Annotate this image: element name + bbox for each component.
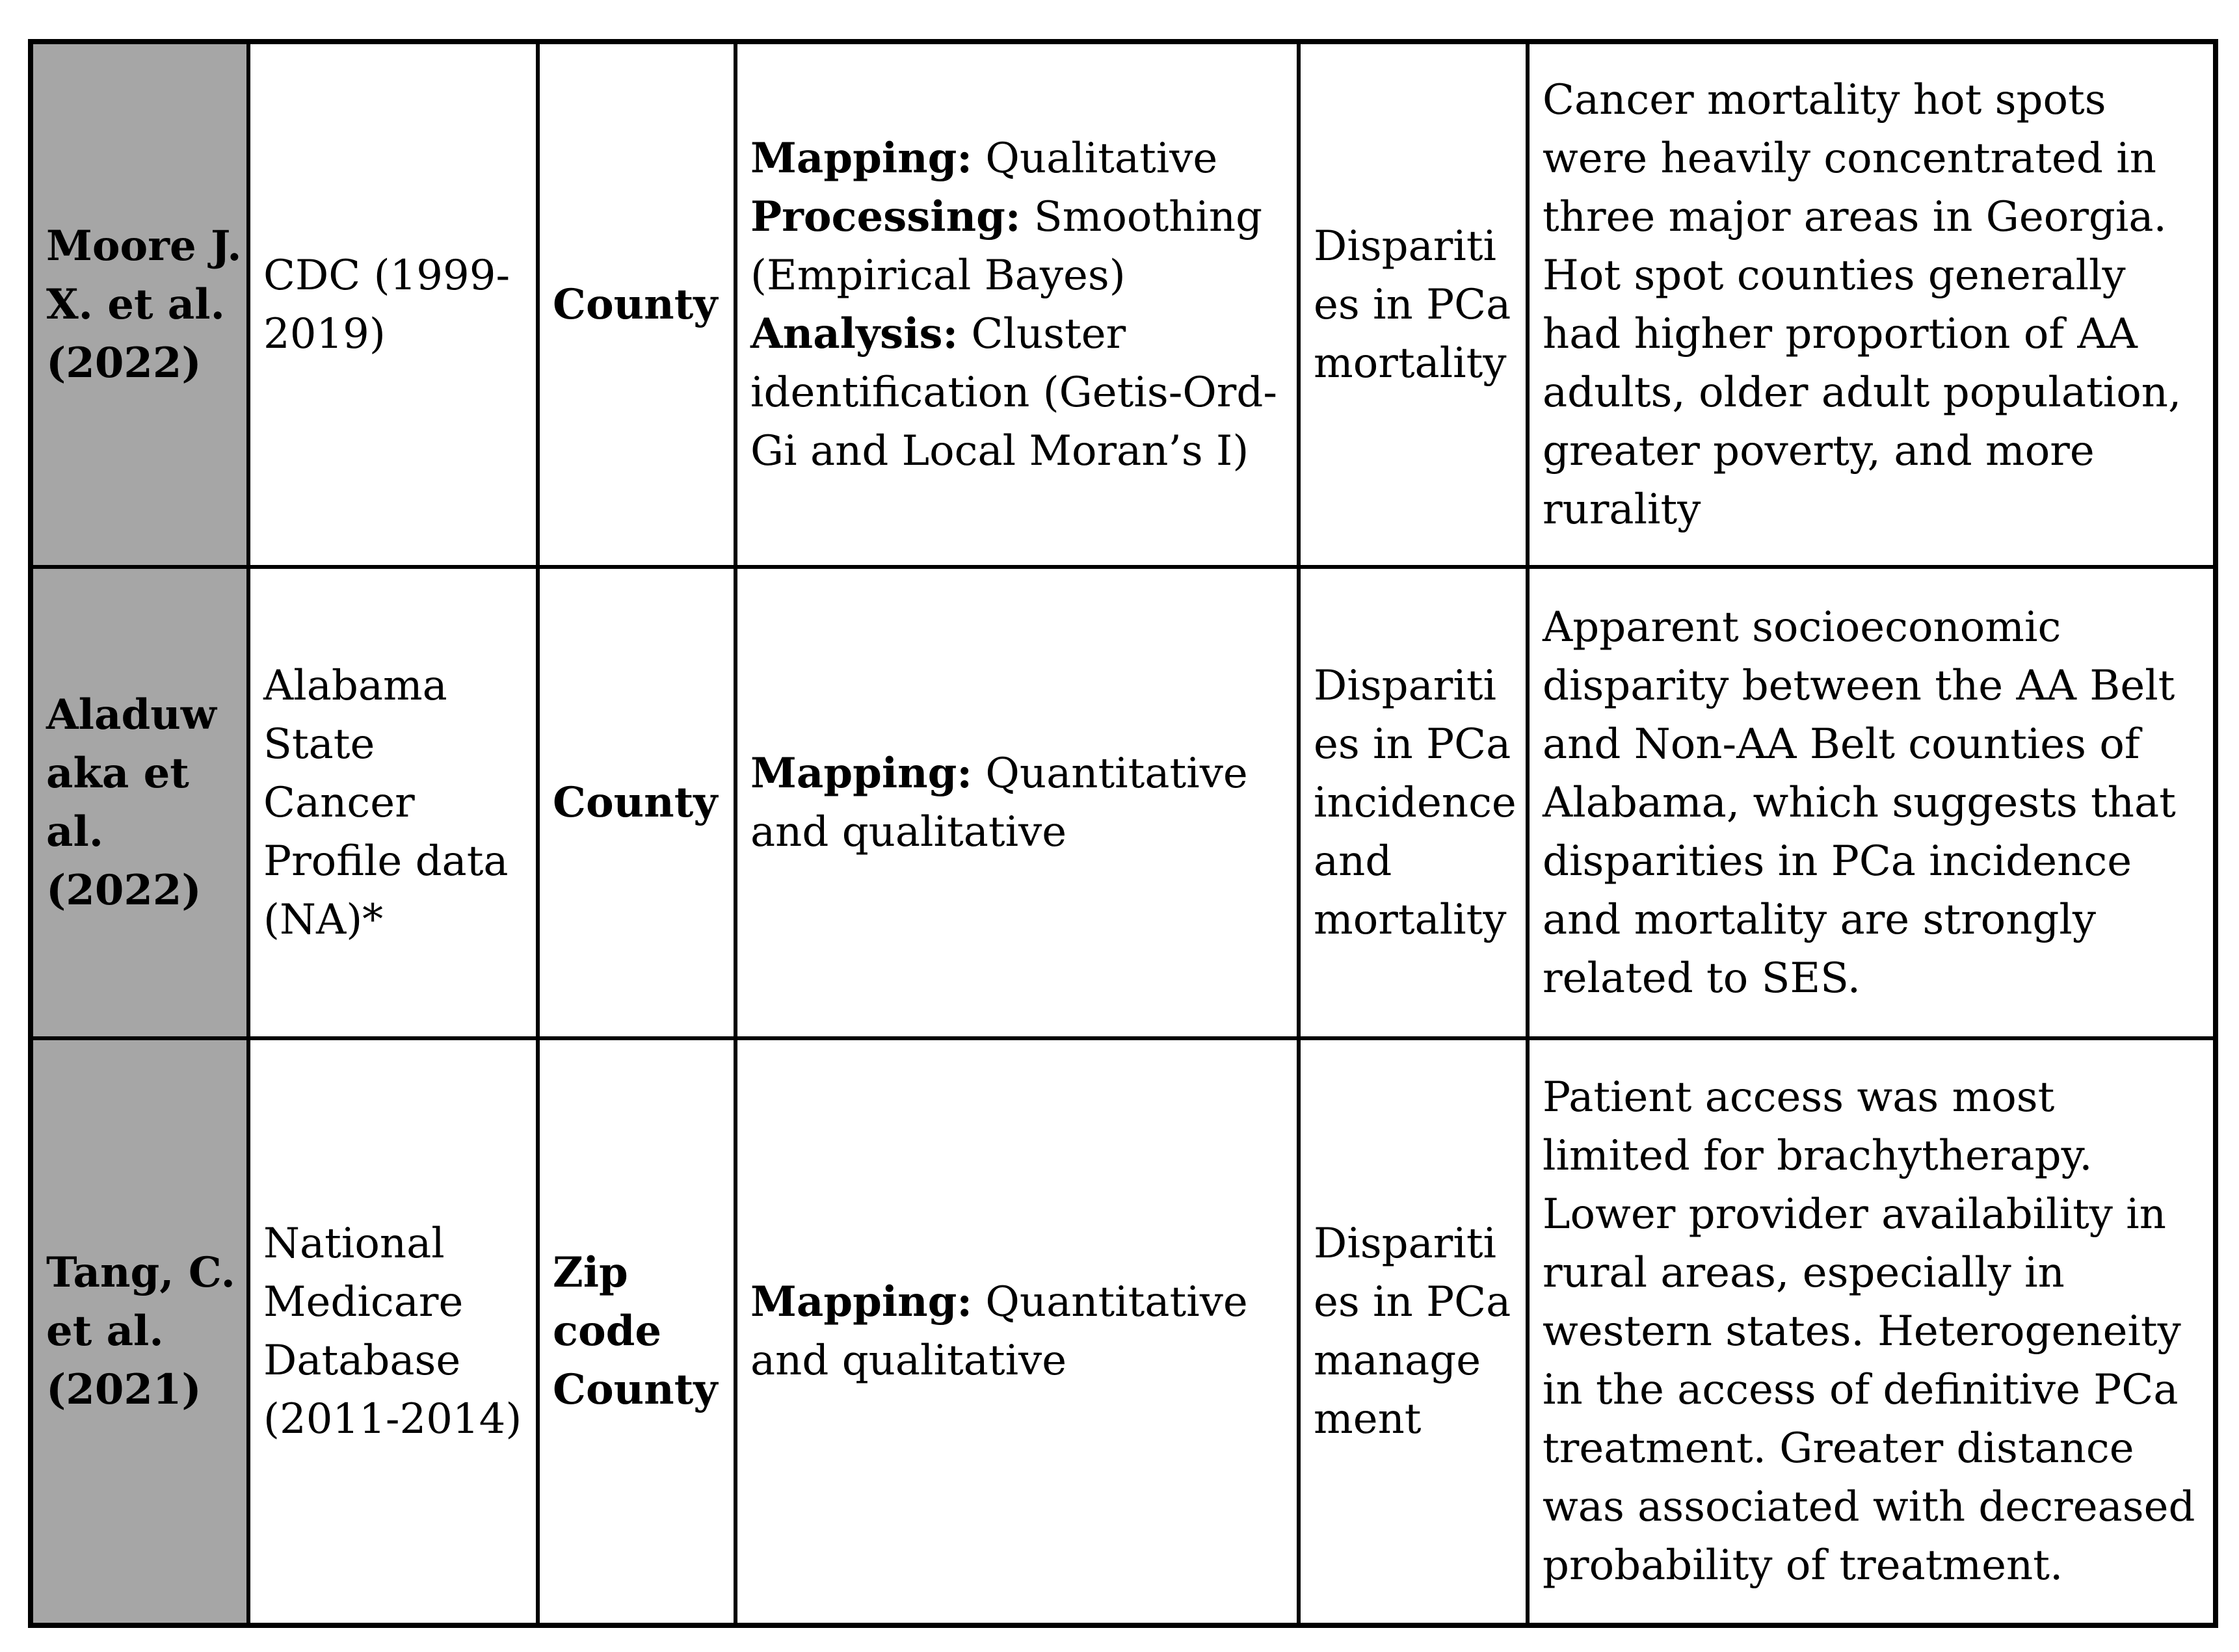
findings-cell: Patient access was most limited for brac… [1526, 1036, 2218, 1627]
studies-review-table: Moore J. X. et al. (2022) CDC (1999- 201… [28, 39, 2218, 1628]
findings-cell: Apparent socioeconomic disparity between… [1526, 565, 2218, 1040]
focus-cell: Dispariti es in PCa manage ment [1297, 1036, 1530, 1627]
author-cell: Aladuw aka et al. (2022) [29, 565, 250, 1040]
data-source-cell: National Medicare Database (2011-2014) [246, 1036, 540, 1627]
table-row-tang: Tang, C. et al. (2021) National Medicare… [29, 1036, 2218, 1627]
findings-cell: Cancer mortality hot spots were heavily … [1526, 40, 2218, 569]
data-source-cell: CDC (1999- 2019) [246, 40, 540, 569]
table-row-aladuwaka: Aladuw aka et al. (2022) Alabama State C… [29, 565, 2218, 1040]
method-label: Mapping: [750, 1278, 973, 1326]
methods-cell: Mapping: Quantitative and qualitative [734, 1036, 1301, 1627]
geographic-unit-cell: Zip code County [536, 1036, 737, 1627]
focus-cell: Dispariti es in PCa incidence and mortal… [1297, 565, 1530, 1040]
focus-cell: Dispariti es in PCa mortality [1297, 40, 1530, 569]
author-cell: Tang, C. et al. (2021) [29, 1036, 250, 1627]
data-source-cell: Alabama State Cancer Profile data (NA)* [246, 565, 540, 1040]
table-row-moore: Moore J. X. et al. (2022) CDC (1999- 201… [29, 40, 2218, 569]
methods-cell: Mapping: Qualitative Processing: Smoothi… [734, 40, 1301, 569]
method-label: Analysis: [750, 309, 959, 358]
geographic-unit-cell: County [536, 40, 737, 569]
method-label: Mapping: [750, 133, 973, 183]
author-cell: Moore J. X. et al. (2022) [29, 40, 250, 569]
method-label: Processing: [750, 192, 1021, 241]
geographic-unit-cell: County [536, 565, 737, 1040]
methods-cell: Mapping: Quantitative and qualitative [734, 565, 1301, 1040]
method-label: Mapping: [750, 748, 973, 798]
